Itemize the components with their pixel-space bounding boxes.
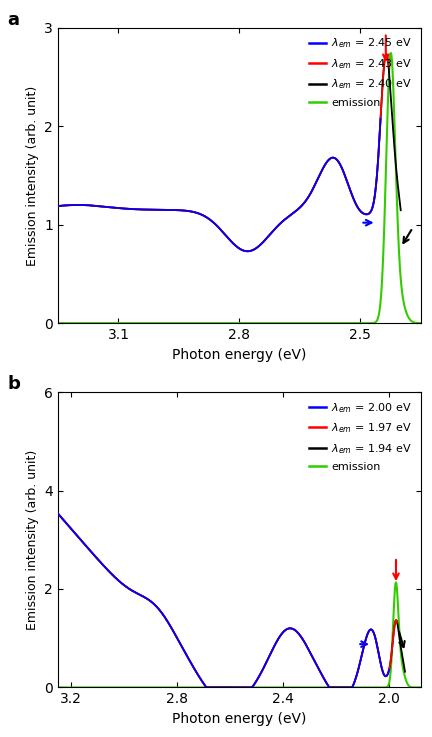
Text: a: a (7, 11, 19, 29)
Text: b: b (7, 375, 20, 393)
X-axis label: Photon energy (eV): Photon energy (eV) (172, 712, 307, 726)
Legend: $\lambda_{em}$ = 2.45 eV, $\lambda_{em}$ = 2.43 eV, $\lambda_{em}$ = 2.40 eV, em: $\lambda_{em}$ = 2.45 eV, $\lambda_{em}$… (305, 33, 415, 111)
Legend: $\lambda_{em}$ = 2.00 eV, $\lambda_{em}$ = 1.97 eV, $\lambda_{em}$ = 1.94 eV, em: $\lambda_{em}$ = 2.00 eV, $\lambda_{em}$… (305, 397, 415, 475)
X-axis label: Photon energy (eV): Photon energy (eV) (172, 348, 307, 362)
Y-axis label: Emission intensity (arb. unit): Emission intensity (arb. unit) (25, 85, 39, 265)
Y-axis label: Emission intensity (arb. unit): Emission intensity (arb. unit) (25, 450, 39, 630)
